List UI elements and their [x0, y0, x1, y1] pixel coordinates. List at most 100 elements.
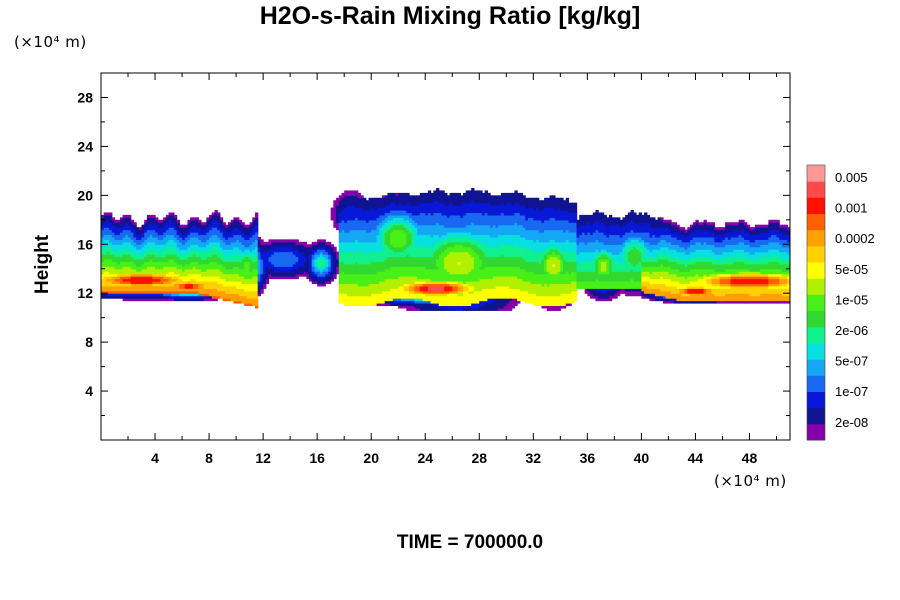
field-cell [352, 234, 356, 238]
field-cell [125, 261, 129, 265]
field-cell [219, 285, 224, 289]
field-cell [427, 288, 432, 292]
field-cell [382, 214, 386, 218]
field-cell [463, 273, 467, 277]
field-cell [319, 261, 324, 265]
field-cell [354, 212, 359, 216]
field-cell [419, 239, 424, 243]
field-cell [244, 229, 248, 233]
field-cell [157, 241, 162, 245]
field-cell [130, 290, 135, 294]
field-cell [349, 256, 353, 260]
field-cell [268, 268, 272, 272]
field-cell [144, 251, 148, 255]
field-cell [122, 283, 126, 287]
field-cell [460, 273, 464, 277]
field-cell [152, 283, 156, 287]
field-cell [360, 280, 364, 285]
field-cell [209, 232, 213, 236]
field-cell [211, 229, 216, 233]
field-cell [481, 261, 486, 265]
field-cell [128, 280, 132, 285]
field-cell [322, 241, 326, 245]
field-cell [403, 212, 407, 216]
field-cell [454, 227, 459, 231]
field-cell [136, 232, 140, 236]
field-cell [330, 214, 334, 218]
field-cell [422, 195, 426, 199]
field-cell [282, 244, 286, 248]
field-cell [176, 256, 180, 260]
field-cell [292, 273, 297, 277]
field-cell [219, 268, 224, 272]
field-cell [122, 234, 126, 238]
field-cell [322, 263, 326, 267]
field-cell [354, 266, 359, 270]
field-cell [155, 263, 159, 267]
field-cell [457, 263, 461, 267]
field-cell [406, 251, 410, 255]
field-cell [468, 251, 472, 255]
field-cell [419, 192, 424, 196]
field-cell [387, 280, 391, 285]
field-cell [241, 227, 245, 231]
field-cell [160, 236, 164, 240]
field-cell [468, 295, 472, 299]
field-cell [317, 283, 321, 287]
field-cell [373, 290, 378, 294]
field-cell [438, 290, 443, 294]
field-cell [438, 276, 443, 280]
field-cell [444, 234, 448, 238]
field-cell [260, 280, 264, 285]
field-cell [452, 273, 456, 277]
field-cell [160, 298, 164, 302]
field-cell [325, 261, 329, 265]
field-cell [379, 285, 383, 289]
field-cell [441, 251, 445, 255]
field-cell [273, 273, 278, 277]
field-cell [454, 214, 459, 218]
field-cell [346, 300, 351, 304]
field-cell [152, 254, 156, 258]
field-cell [192, 261, 197, 265]
field-cell [236, 251, 240, 255]
field-cell [319, 249, 324, 253]
field-cell [463, 295, 467, 299]
field-cell [217, 249, 221, 253]
field-cell [395, 227, 399, 231]
field-cell [414, 229, 418, 233]
field-cell [406, 234, 410, 238]
field-cell [155, 276, 159, 280]
field-cell [446, 290, 451, 294]
field-cell [354, 219, 359, 223]
field-cell [233, 244, 237, 248]
field-cell [373, 283, 378, 287]
field-cell [357, 295, 361, 299]
field-cell [344, 293, 348, 297]
field-cell [479, 251, 483, 255]
field-cell [411, 258, 416, 262]
field-cell [398, 300, 402, 304]
field-cell [454, 239, 459, 243]
field-cell [395, 229, 399, 233]
field-cell [182, 298, 186, 302]
field-cell [376, 268, 380, 272]
field-cell [106, 224, 110, 228]
field-cell [106, 212, 110, 216]
field-cell [409, 219, 413, 223]
field-cell [382, 244, 386, 248]
field-cell [422, 224, 426, 228]
field-cell [111, 232, 116, 236]
field-cell [390, 271, 394, 275]
field-cell [344, 300, 348, 304]
field-cell [368, 290, 372, 294]
field-cell [263, 246, 267, 250]
field-cell [249, 276, 253, 280]
field-cell [136, 276, 140, 280]
field-cell [473, 229, 478, 233]
field-cell [436, 190, 440, 194]
field-cell [457, 288, 461, 292]
field-cell [419, 234, 424, 238]
field-cell [295, 271, 299, 275]
field-cell [214, 288, 218, 292]
